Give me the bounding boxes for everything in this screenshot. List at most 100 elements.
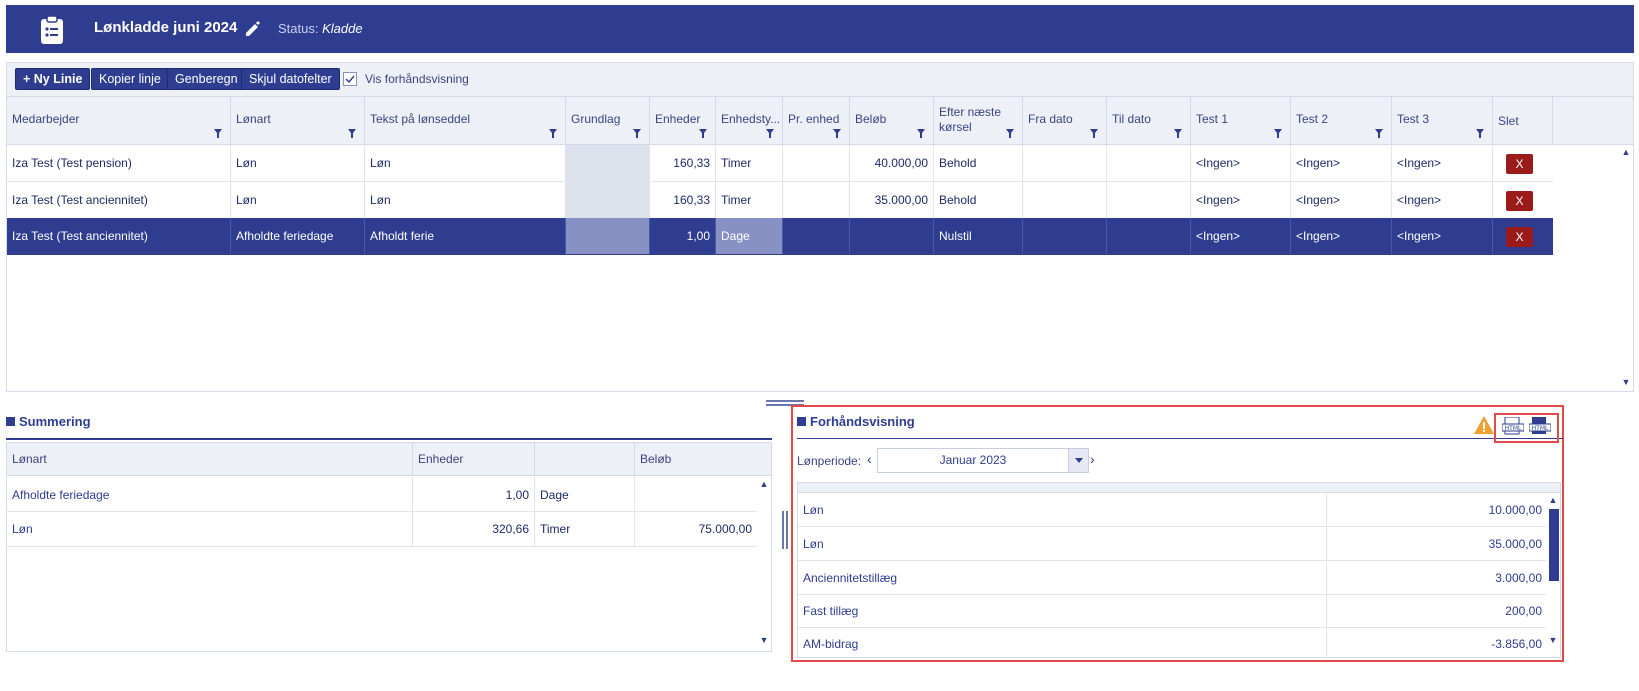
warning-icon[interactable] <box>1474 416 1494 434</box>
column-header-after-next-run[interactable]: Efter næste kørsel <box>934 97 1023 145</box>
column-header-test1[interactable]: Test 1 <box>1191 97 1291 145</box>
summary-row[interactable]: Afholdte feriedage 1,00 Dage <box>7 477 757 512</box>
summary-col-unit-type[interactable] <box>535 443 635 476</box>
column-header-basis[interactable]: Grundlag <box>566 97 650 145</box>
filter-icon[interactable] <box>549 129 557 138</box>
preview-checkbox[interactable] <box>343 72 357 86</box>
scroll-up-arrow-icon[interactable]: ▲ <box>1621 147 1631 157</box>
cell-to-date[interactable] <box>1107 145 1191 181</box>
next-period-icon[interactable]: › <box>1090 451 1095 467</box>
cell-wage-type[interactable]: Løn <box>231 182 365 218</box>
cell-units[interactable]: 160,33 <box>650 145 716 181</box>
summary-row[interactable]: Løn 320,66 Timer 75.000,00 <box>7 512 757 547</box>
filter-icon[interactable] <box>699 129 707 138</box>
cell-test3[interactable]: <Ingen> <box>1392 182 1493 218</box>
delete-row-button[interactable]: X <box>1506 154 1533 174</box>
scrollbar-thumb[interactable] <box>1549 509 1559 581</box>
filter-icon[interactable] <box>1274 129 1282 138</box>
column-header-amount[interactable]: Beløb <box>850 97 934 145</box>
column-header-units[interactable]: Enheder <box>650 97 716 145</box>
cell-test1[interactable]: <Ingen> <box>1191 218 1291 254</box>
cell-wage-type[interactable]: Løn <box>231 145 365 181</box>
filter-icon[interactable] <box>1375 129 1383 138</box>
column-header-wage-type[interactable]: Lønart <box>231 97 365 145</box>
cell-unit-type[interactable]: Dage <box>716 218 783 254</box>
table-row[interactable]: Iza Test (Test anciennitet) Løn Løn 160,… <box>7 182 1553 219</box>
cell-from-date[interactable] <box>1023 182 1107 218</box>
cell-to-date[interactable] <box>1107 182 1191 218</box>
html-export-icon[interactable]: HTML <box>1502 417 1524 435</box>
table-row[interactable]: Iza Test (Test pension) Løn Løn 160,33 T… <box>7 145 1553 182</box>
copy-line-button[interactable]: Kopier linje <box>91 68 169 90</box>
dropdown-button[interactable] <box>1068 449 1088 472</box>
summary-col-wage-type[interactable]: Lønart <box>7 443 413 476</box>
hide-date-fields-button[interactable]: Skjul datofelter <box>241 68 340 90</box>
delete-row-button[interactable]: X <box>1506 191 1533 211</box>
filter-icon[interactable] <box>1476 129 1484 138</box>
cell-test2[interactable]: <Ingen> <box>1291 145 1392 181</box>
cell-per-unit[interactable] <box>783 145 850 181</box>
scroll-up-arrow-icon[interactable]: ▲ <box>759 479 769 489</box>
cell-payslip-text[interactable]: Løn <box>365 145 566 181</box>
scroll-down-arrow-icon[interactable]: ▼ <box>759 635 769 645</box>
cell-wage-type[interactable]: Afholdte feriedage <box>231 218 365 254</box>
cell-test3[interactable]: <Ingen> <box>1392 218 1493 254</box>
cell-units[interactable]: 1,00 <box>650 218 716 254</box>
cell-to-date[interactable] <box>1107 218 1191 254</box>
filter-icon[interactable] <box>633 129 641 138</box>
table-row-selected[interactable]: Iza Test (Test anciennitet) Afholdte fer… <box>7 218 1553 255</box>
column-header-to-date[interactable]: Til dato <box>1107 97 1191 145</box>
edit-title-icon[interactable] <box>244 21 260 37</box>
html-document-icon[interactable]: HTML <box>1529 417 1551 435</box>
cell-amount[interactable] <box>850 218 934 254</box>
cell-test1[interactable]: <Ingen> <box>1191 182 1291 218</box>
cell-from-date[interactable] <box>1023 145 1107 181</box>
filter-icon[interactable] <box>1174 129 1182 138</box>
cell-payslip-text[interactable]: Afholdt ferie <box>365 218 566 254</box>
cell-after-next-run[interactable]: Nulstil <box>934 218 1023 254</box>
filter-icon[interactable] <box>214 129 222 138</box>
cell-unit-type[interactable]: Timer <box>716 145 783 181</box>
cell-amount[interactable]: 35.000,00 <box>850 182 934 218</box>
cell-test2[interactable]: <Ingen> <box>1291 182 1392 218</box>
cell-employee[interactable]: Iza Test (Test anciennitet) <box>7 182 231 218</box>
filter-icon[interactable] <box>917 129 925 138</box>
column-header-unit-type[interactable]: Enhedsty... <box>716 97 783 145</box>
filter-icon[interactable] <box>766 129 774 138</box>
column-header-test2[interactable]: Test 2 <box>1291 97 1392 145</box>
cell-payslip-text[interactable]: Løn <box>365 182 566 218</box>
column-header-per-unit[interactable]: Pr. enhed <box>783 97 850 145</box>
delete-row-button[interactable]: X <box>1506 227 1533 247</box>
scroll-down-arrow-icon[interactable]: ▼ <box>1548 635 1558 645</box>
cell-test3[interactable]: <Ingen> <box>1392 145 1493 181</box>
filter-icon[interactable] <box>833 129 841 138</box>
scroll-down-arrow-icon[interactable]: ▼ <box>1621 377 1631 387</box>
cell-from-date[interactable] <box>1023 218 1107 254</box>
column-header-test3[interactable]: Test 3 <box>1392 97 1493 145</box>
recalculate-button[interactable]: Genberegn <box>167 68 246 90</box>
previous-period-icon[interactable]: ‹ <box>867 451 872 467</box>
new-line-button[interactable]: + Ny Linie <box>15 68 91 90</box>
cell-per-unit[interactable] <box>783 218 850 254</box>
column-header-payslip-text[interactable]: Tekst på lønseddel <box>365 97 566 145</box>
pay-period-dropdown[interactable]: Januar 2023 <box>877 448 1089 473</box>
horizontal-splitter-handle[interactable] <box>766 400 804 406</box>
cell-after-next-run[interactable]: Behold <box>934 145 1023 181</box>
cell-per-unit[interactable] <box>783 182 850 218</box>
cell-after-next-run[interactable]: Behold <box>934 182 1023 218</box>
cell-amount[interactable]: 40.000,00 <box>850 145 934 181</box>
vertical-splitter-handle[interactable] <box>782 511 788 549</box>
filter-icon[interactable] <box>1006 129 1014 138</box>
cell-units[interactable]: 160,33 <box>650 182 716 218</box>
column-header-employee[interactable]: Medarbejder <box>7 97 231 145</box>
cell-employee[interactable]: Iza Test (Test pension) <box>7 145 231 181</box>
filter-icon[interactable] <box>1090 129 1098 138</box>
cell-test2[interactable]: <Ingen> <box>1291 218 1392 254</box>
column-header-from-date[interactable]: Fra dato <box>1023 97 1107 145</box>
scroll-up-arrow-icon[interactable]: ▲ <box>1548 495 1558 505</box>
cell-unit-type[interactable]: Timer <box>716 182 783 218</box>
cell-employee[interactable]: Iza Test (Test anciennitet) <box>7 218 231 254</box>
cell-test1[interactable]: <Ingen> <box>1191 145 1291 181</box>
summary-col-units[interactable]: Enheder <box>413 443 535 476</box>
summary-col-amount[interactable]: Beløb <box>640 452 672 466</box>
